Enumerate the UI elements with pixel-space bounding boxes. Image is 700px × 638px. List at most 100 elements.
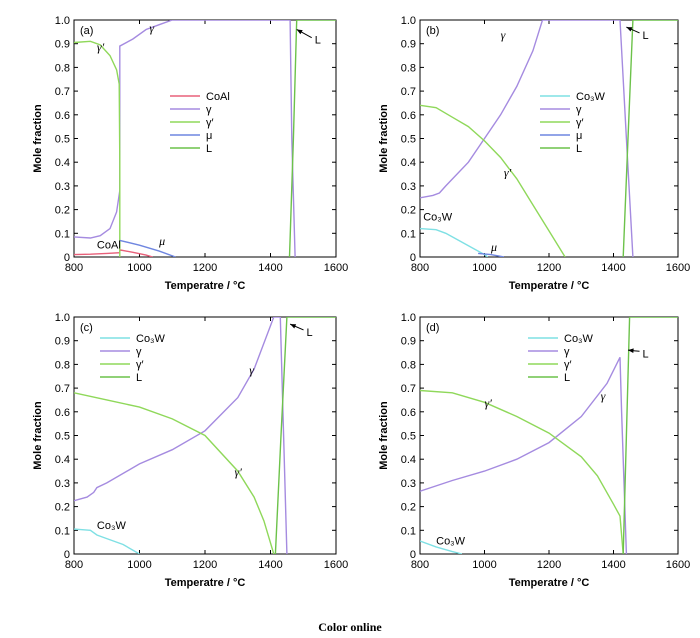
y-tick-label: 1.0 [401,15,416,27]
y-tick-label: 0.2 [401,205,416,217]
series-line-Co3W [420,227,489,257]
legend-entry: L [206,143,212,155]
series-line-mu [119,239,176,257]
y-tick-label: 0 [410,549,416,561]
x-tick-label: 800 [411,262,429,274]
series-line-L [288,20,336,257]
curve-annotation: L [315,35,321,47]
y-axis-label: Mole fraction [378,104,390,173]
y-axis-label: Mole fraction [32,104,44,173]
curve-annotation: L [643,348,649,360]
legend-entry: Co₃W [564,333,594,345]
y-tick-label: 1.0 [55,312,70,324]
y-tick-label: 0.8 [401,62,416,74]
series-line-Co3W [74,528,140,554]
x-tick-label: 1600 [666,262,690,274]
y-tick-label: 0.8 [401,359,416,371]
annotation-arrowhead [628,348,634,353]
x-tick-label: 1000 [472,262,496,274]
panel-label: (c) [80,322,93,334]
x-tick-label: 800 [65,559,83,571]
x-tick-label: 1600 [666,559,690,571]
legend-entry: μ [576,130,582,142]
series-line-gamma_prime [420,104,566,257]
y-tick-label: 0.3 [55,181,70,193]
curve-annotation: γ [149,21,154,35]
y-tick-label: 0.2 [401,502,416,514]
x-tick-label: 1200 [537,559,561,571]
series-line-gamma_prime [74,392,275,554]
y-tick-label: 0.6 [55,407,70,419]
annotation-arrowhead [626,27,633,32]
series-line-gamma_prime [420,389,624,554]
legend-entry: γ [206,104,212,116]
curve-annotation: μ [490,240,497,254]
series-line-gamma_prime [74,40,121,257]
curve-annotation: γ [501,28,506,42]
series-line-gamma [74,20,296,257]
y-tick-label: 0.3 [401,181,416,193]
legend-entry: γ′ [576,117,584,129]
y-tick-label: 0.9 [55,336,70,348]
curve-annotation: CoAl [97,240,121,252]
x-tick-label: 1000 [127,262,151,274]
chart-panel: 800 1000 1200 1400 1600 0 0.1 0.2 0.3 0.4 0.5 0.6 0.… [378,312,690,589]
y-tick-label: 0.5 [401,431,416,443]
series-line-gamma [74,317,288,554]
legend-entry: γ [136,346,142,358]
curve-annotation: L [643,30,649,42]
y-tick-label: 0.1 [55,525,70,537]
y-tick-label: 0.7 [55,383,70,395]
y-tick-label: 0.5 [55,431,70,443]
curve-annotation: μ [158,234,165,248]
y-tick-label: 0.4 [55,157,70,169]
y-tick-label: 0.1 [401,525,416,537]
legend-entry: L [564,372,570,384]
y-tick-label: 0.7 [401,86,416,98]
y-tick-label: 0.6 [55,110,70,122]
y-tick-label: 0 [410,252,416,264]
y-tick-label: 0.8 [55,62,70,74]
chart-panel: 800 1000 1200 1400 1600 0 0.1 0.2 0.3 0.4 0.5 0.6 0.… [378,15,690,292]
series-line-gamma [420,20,634,257]
x-tick-label: 1400 [258,559,282,571]
annotation-arrowhead [290,324,297,329]
curve-annotation: Co₃W [97,520,127,532]
curve-annotation: γ′ [97,40,105,54]
legend-entry: γ [576,104,582,116]
panel-label: (d) [426,322,439,334]
x-axis-label: Temperatre / °C [165,577,246,589]
y-axis-label: Mole fraction [378,401,390,470]
y-tick-label: 0.9 [55,39,70,51]
y-tick-label: 0.9 [401,39,416,51]
curve-annotation: γ′ [485,396,493,410]
y-tick-label: 0.7 [55,86,70,98]
x-tick-label: 1400 [601,262,625,274]
series-line-mu [478,252,505,257]
series-line-gamma [420,356,628,554]
y-tick-label: 0 [64,252,70,264]
y-tick-label: 0.1 [55,228,70,240]
y-tick-label: 0.5 [55,134,70,146]
y-tick-label: 0.8 [55,359,70,371]
y-tick-label: 0.5 [401,134,416,146]
x-tick-label: 1000 [127,559,151,571]
chart-panel: 800 1000 1200 1400 1600 0 0.1 0.2 0.3 0.4 0.5 0.6 0.… [32,15,348,292]
panel-label: (b) [426,25,439,37]
y-tick-label: 1.0 [55,15,70,27]
y-tick-label: 0.6 [401,110,416,122]
legend-entry: Co₃W [136,333,166,345]
legend-entry: μ [206,130,212,142]
y-tick-label: 0.1 [401,228,416,240]
legend-entry: L [576,143,582,155]
legend-entry: L [136,372,142,384]
series-line-L [274,317,336,554]
legend-entry: γ′ [206,117,214,129]
x-tick-label: 1200 [193,559,217,571]
plot-frame [419,316,679,555]
color-online-caption: Color online [318,620,382,634]
x-tick-label: 1200 [193,262,217,274]
x-tick-label: 1400 [258,262,282,274]
y-tick-label: 0.3 [55,478,70,490]
